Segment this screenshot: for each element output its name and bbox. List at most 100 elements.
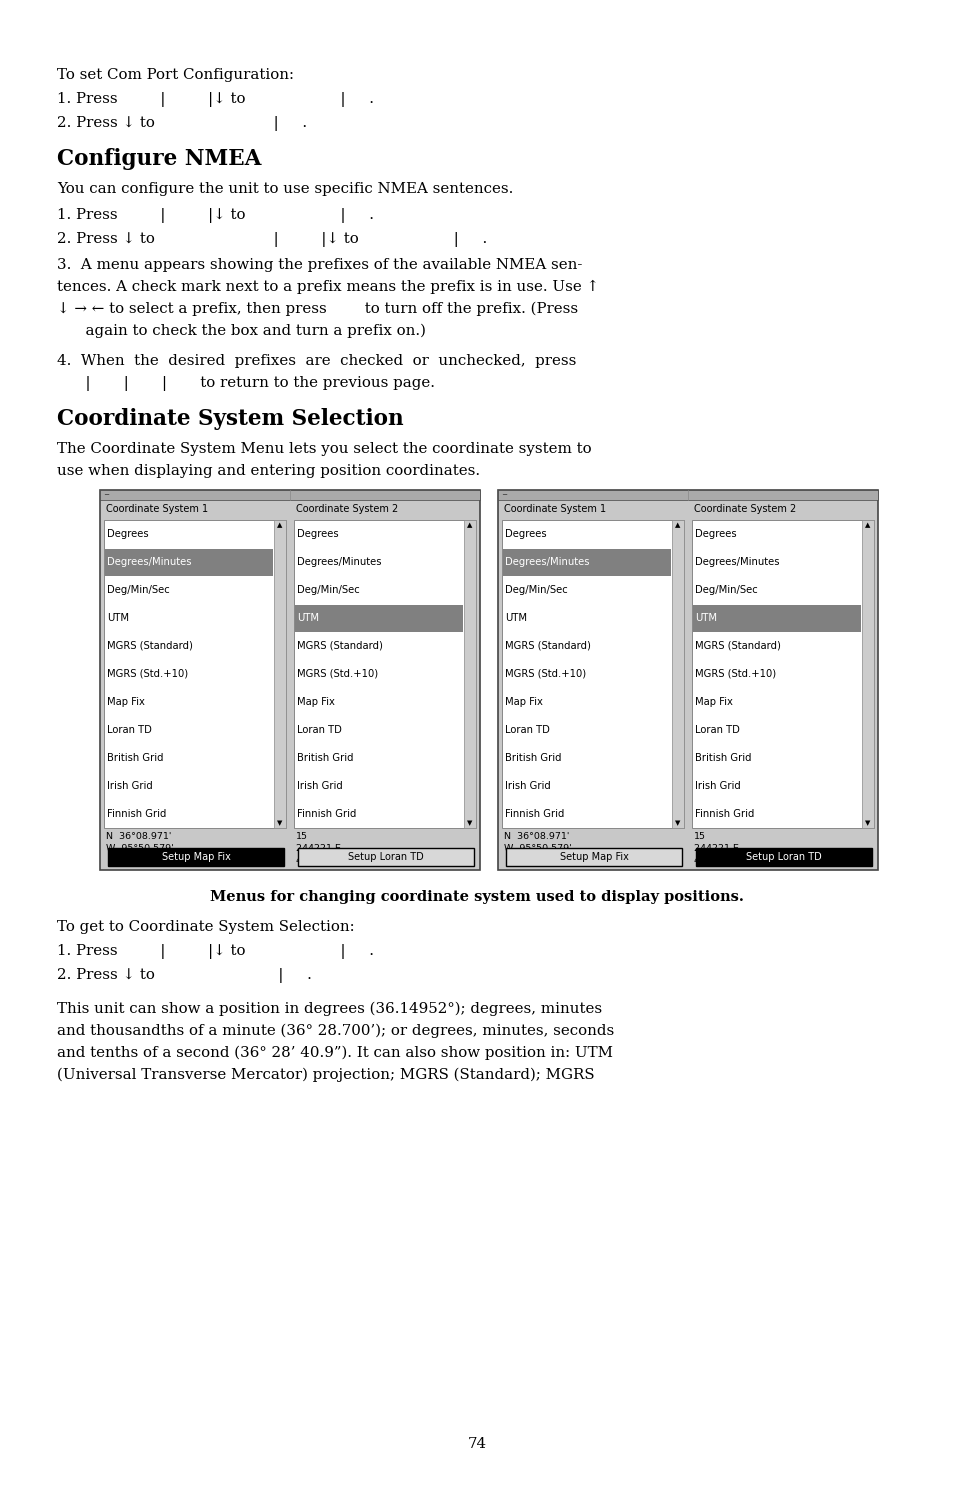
- Text: Map Fix: Map Fix: [296, 697, 335, 706]
- Text: Degrees/Minutes: Degrees/Minutes: [296, 558, 381, 567]
- Text: Degrees: Degrees: [107, 529, 149, 538]
- Bar: [692, 605, 861, 632]
- Text: MGRS (Standard): MGRS (Standard): [296, 641, 382, 651]
- Text: British Grid: British Grid: [695, 752, 751, 763]
- Text: ▲: ▲: [467, 522, 472, 528]
- Text: 1. Press         |         |↓ to                    |     .: 1. Press | |↓ to | .: [57, 92, 374, 107]
- Text: UTM: UTM: [504, 613, 526, 623]
- Text: ▼: ▼: [467, 819, 472, 825]
- Bar: [497, 491, 877, 500]
- Text: (Universal Transverse Mercator) projection; MGRS (Standard); MGRS: (Universal Transverse Mercator) projecti…: [57, 1068, 594, 1083]
- Text: MGRS (Std.+10): MGRS (Std.+10): [107, 669, 188, 680]
- Text: MGRS (Std.+10): MGRS (Std.+10): [504, 669, 585, 680]
- Text: MGRS (Standard): MGRS (Standard): [695, 641, 781, 651]
- Text: and thousandths of a minute (36° 28.700’); or degrees, minutes, seconds: and thousandths of a minute (36° 28.700’…: [57, 1025, 614, 1038]
- Text: Map Fix: Map Fix: [107, 697, 145, 706]
- Bar: [104, 520, 286, 828]
- Text: To get to Coordinate System Selection:: To get to Coordinate System Selection:: [57, 920, 355, 934]
- Bar: [862, 520, 873, 828]
- Text: 244221 E: 244221 E: [693, 845, 739, 854]
- Text: Setup Map Fix: Setup Map Fix: [559, 852, 628, 862]
- Bar: [100, 491, 479, 500]
- Text: 1. Press         |         |↓ to                    |     .: 1. Press | |↓ to | .: [57, 944, 374, 959]
- Text: N  36°08.971': N 36°08.971': [106, 833, 172, 842]
- Text: Deg/Min/Sec: Deg/Min/Sec: [296, 584, 359, 595]
- Text: W  95°50.579': W 95°50.579': [106, 845, 173, 854]
- Text: ▲: ▲: [864, 522, 870, 528]
- Bar: [463, 520, 476, 828]
- Text: 2. Press ↓ to                         |         |↓ to                    |     .: 2. Press ↓ to | |↓ to | .: [57, 232, 487, 247]
- Text: 4004277 N: 4004277 N: [693, 857, 745, 865]
- Text: 4.  When  the  desired  prefixes  are  checked  or  unchecked,  press: 4. When the desired prefixes are checked…: [57, 354, 576, 367]
- Bar: [274, 520, 286, 828]
- Bar: [505, 848, 681, 865]
- Text: 2. Press ↓ to                          |     .: 2. Press ↓ to | .: [57, 968, 312, 983]
- Text: 3.  A menu appears showing the prefixes of the available NMEA sen-: 3. A menu appears showing the prefixes o…: [57, 259, 581, 272]
- Bar: [100, 491, 479, 870]
- Text: |       |       |       to return to the previous page.: | | | to return to the previous page.: [57, 376, 435, 391]
- Text: Finnish Grid: Finnish Grid: [107, 809, 166, 819]
- Text: and tenths of a second (36° 28’ 40.9”). It can also show position in: UTM: and tenths of a second (36° 28’ 40.9”). …: [57, 1045, 613, 1060]
- Text: Degrees/Minutes: Degrees/Minutes: [107, 558, 192, 567]
- Text: Irish Grid: Irish Grid: [695, 781, 740, 791]
- Text: Coordinate System 1: Coordinate System 1: [106, 504, 208, 515]
- Bar: [696, 848, 871, 865]
- Text: Irish Grid: Irish Grid: [296, 781, 342, 791]
- Text: Degrees/Minutes: Degrees/Minutes: [504, 558, 589, 567]
- Text: Loran TD: Loran TD: [296, 726, 341, 735]
- Bar: [105, 549, 273, 575]
- Text: UTM: UTM: [695, 613, 717, 623]
- Text: Coordinate System 2: Coordinate System 2: [295, 504, 397, 515]
- Text: Coordinate System Selection: Coordinate System Selection: [57, 407, 403, 430]
- Text: 244221 E: 244221 E: [295, 845, 340, 854]
- Text: MGRS (Standard): MGRS (Standard): [107, 641, 193, 651]
- Text: Irish Grid: Irish Grid: [107, 781, 152, 791]
- Text: UTM: UTM: [107, 613, 129, 623]
- Text: 1. Press         |         |↓ to                    |     .: 1. Press | |↓ to | .: [57, 208, 374, 223]
- Text: The Coordinate System Menu lets you select the coordinate system to: The Coordinate System Menu lets you sele…: [57, 442, 591, 457]
- Text: tences. A check mark next to a prefix means the prefix is in use. Use ↑: tences. A check mark next to a prefix me…: [57, 280, 598, 294]
- Text: Menus for changing coordinate system used to display positions.: Menus for changing coordinate system use…: [210, 891, 743, 904]
- Text: British Grid: British Grid: [296, 752, 354, 763]
- Text: 15: 15: [693, 833, 705, 842]
- Bar: [294, 520, 476, 828]
- Text: Loran TD: Loran TD: [695, 726, 740, 735]
- Text: Degrees: Degrees: [504, 529, 546, 538]
- Text: Loran TD: Loran TD: [504, 726, 549, 735]
- Text: 2. Press ↓ to                         |     .: 2. Press ↓ to | .: [57, 116, 307, 131]
- Text: Setup Map Fix: Setup Map Fix: [161, 852, 231, 862]
- Bar: [502, 549, 670, 575]
- Text: MGRS (Std.+10): MGRS (Std.+10): [296, 669, 377, 680]
- Bar: [108, 848, 284, 865]
- Text: ▼: ▼: [277, 819, 282, 825]
- Text: N  36°08.971': N 36°08.971': [503, 833, 569, 842]
- Text: 4004277 N: 4004277 N: [295, 857, 348, 865]
- Text: Setup Loran TD: Setup Loran TD: [745, 852, 821, 862]
- Text: 15: 15: [295, 833, 308, 842]
- Text: ▼: ▼: [675, 819, 680, 825]
- Text: ▲: ▲: [675, 522, 680, 528]
- Bar: [297, 848, 474, 865]
- Text: ▲: ▲: [277, 522, 282, 528]
- Text: This unit can show a position in degrees (36.14952°); degrees, minutes: This unit can show a position in degrees…: [57, 1002, 601, 1017]
- Text: MGRS (Standard): MGRS (Standard): [504, 641, 590, 651]
- Text: Finnish Grid: Finnish Grid: [695, 809, 754, 819]
- Text: Deg/Min/Sec: Deg/Min/Sec: [695, 584, 757, 595]
- Text: MGRS (Std.+10): MGRS (Std.+10): [695, 669, 776, 680]
- Text: Configure NMEA: Configure NMEA: [57, 149, 261, 170]
- Text: Finnish Grid: Finnish Grid: [296, 809, 356, 819]
- Text: To set Com Port Configuration:: To set Com Port Configuration:: [57, 68, 294, 82]
- Text: Degrees/Minutes: Degrees/Minutes: [695, 558, 779, 567]
- Bar: [294, 605, 462, 632]
- Text: Loran TD: Loran TD: [107, 726, 152, 735]
- Text: Irish Grid: Irish Grid: [504, 781, 550, 791]
- Text: 74: 74: [467, 1436, 486, 1451]
- Text: Setup Loran TD: Setup Loran TD: [348, 852, 423, 862]
- Text: Coordinate System 2: Coordinate System 2: [693, 504, 796, 515]
- Text: again to check the box and turn a prefix on.): again to check the box and turn a prefix…: [57, 324, 425, 339]
- Bar: [671, 520, 683, 828]
- Text: Degrees: Degrees: [695, 529, 736, 538]
- Text: Degrees: Degrees: [296, 529, 338, 538]
- Text: Map Fix: Map Fix: [504, 697, 542, 706]
- Text: ─: ─: [501, 492, 506, 498]
